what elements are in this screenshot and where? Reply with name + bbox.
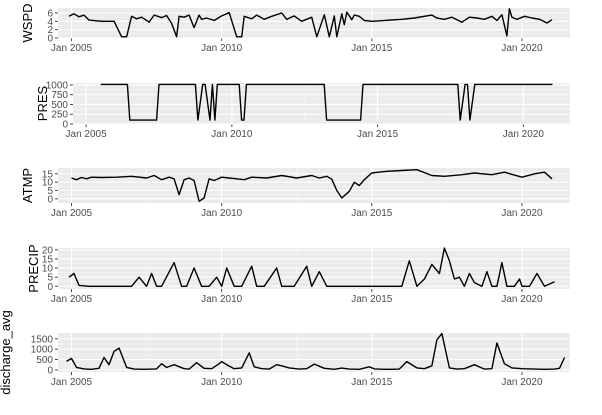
y-tick-label: 5 bbox=[47, 186, 53, 197]
x-tick-label: Jan 2005 bbox=[51, 377, 93, 388]
x-tick-label: Jan 2005 bbox=[66, 129, 108, 140]
y-tick-label: 20 bbox=[42, 245, 54, 256]
y-tick-label: 15 bbox=[42, 169, 54, 180]
y-tick-label: 500 bbox=[36, 355, 53, 366]
facet-panel-5: Jan 2005 Jan 2010 Jan 2015 Jan 2020 05001000… bbox=[0, 310, 570, 395]
series-line-1 bbox=[71, 169, 553, 202]
x-tick-label: Jan 2010 bbox=[211, 129, 253, 140]
series-line-1 bbox=[68, 247, 555, 287]
y-tick-label: 500 bbox=[51, 100, 68, 111]
series-line-1 bbox=[68, 8, 553, 38]
x-tick-label: Jan 2010 bbox=[201, 294, 243, 305]
x-tick-label: Jan 2015 bbox=[357, 129, 399, 140]
y-tick-label: 6 bbox=[47, 9, 53, 20]
x-tick-label: Jan 2010 bbox=[201, 208, 243, 219]
y-tick-label: 5 bbox=[47, 273, 53, 284]
facet-panel-2: Jan 2005 Jan 2010 Jan 2015 Jan 2020 02505007… bbox=[35, 80, 570, 140]
facet-panel-4: Jan 2005 Jan 2010 Jan 2015 Jan 2020 05101520… bbox=[26, 244, 570, 305]
y-tick-label: 0 bbox=[62, 120, 68, 131]
x-tick-label: Jan 2010 bbox=[201, 377, 243, 388]
panel-background bbox=[58, 168, 570, 203]
y-axis-label: WSPD bbox=[20, 4, 35, 43]
x-tick-label: Jan 2020 bbox=[501, 377, 543, 388]
y-tick-label: 250 bbox=[51, 110, 68, 121]
y-axis-label: discharge_avg bbox=[0, 310, 13, 395]
y-axis-label: ATMP bbox=[20, 168, 35, 203]
x-tick-label: Jan 2010 bbox=[201, 43, 243, 54]
y-tick-label: 750 bbox=[51, 90, 68, 101]
y-tick-label: 2 bbox=[47, 25, 53, 36]
x-tick-label: Jan 2005 bbox=[51, 43, 93, 54]
x-tick-label: Jan 2020 bbox=[501, 208, 543, 219]
x-tick-label: Jan 2015 bbox=[351, 208, 393, 219]
y-tick-label: 10 bbox=[42, 264, 54, 275]
series-line-1 bbox=[66, 332, 566, 370]
panel-background bbox=[73, 83, 570, 124]
y-tick-label: 1000 bbox=[46, 80, 69, 91]
y-tick-label: 15 bbox=[42, 254, 54, 265]
x-tick-label: Jan 2020 bbox=[501, 43, 543, 54]
x-tick-label: Jan 2015 bbox=[351, 43, 393, 54]
y-tick-label: 0 bbox=[47, 282, 53, 293]
y-tick-label: 0 bbox=[47, 194, 53, 205]
x-tick-label: Jan 2005 bbox=[51, 294, 93, 305]
y-axis-label: PRES bbox=[35, 85, 50, 121]
y-tick-label: 0 bbox=[47, 365, 53, 376]
y-tick-label: 0 bbox=[47, 34, 53, 45]
x-tick-label: Jan 2020 bbox=[503, 129, 545, 140]
y-axis-label: PRECIP bbox=[26, 244, 41, 292]
y-tick-label: 10 bbox=[42, 178, 54, 189]
x-tick-label: Jan 2005 bbox=[51, 208, 93, 219]
x-tick-label: Jan 2015 bbox=[351, 377, 393, 388]
y-tick-label: 1000 bbox=[31, 345, 54, 356]
y-tick-label: 1500 bbox=[31, 334, 54, 345]
y-tick-label: 4 bbox=[47, 17, 53, 28]
panel-background bbox=[58, 333, 570, 372]
series-line-1 bbox=[100, 83, 553, 121]
x-tick-label: Jan 2015 bbox=[351, 294, 393, 305]
x-tick-label: Jan 2020 bbox=[501, 294, 543, 305]
